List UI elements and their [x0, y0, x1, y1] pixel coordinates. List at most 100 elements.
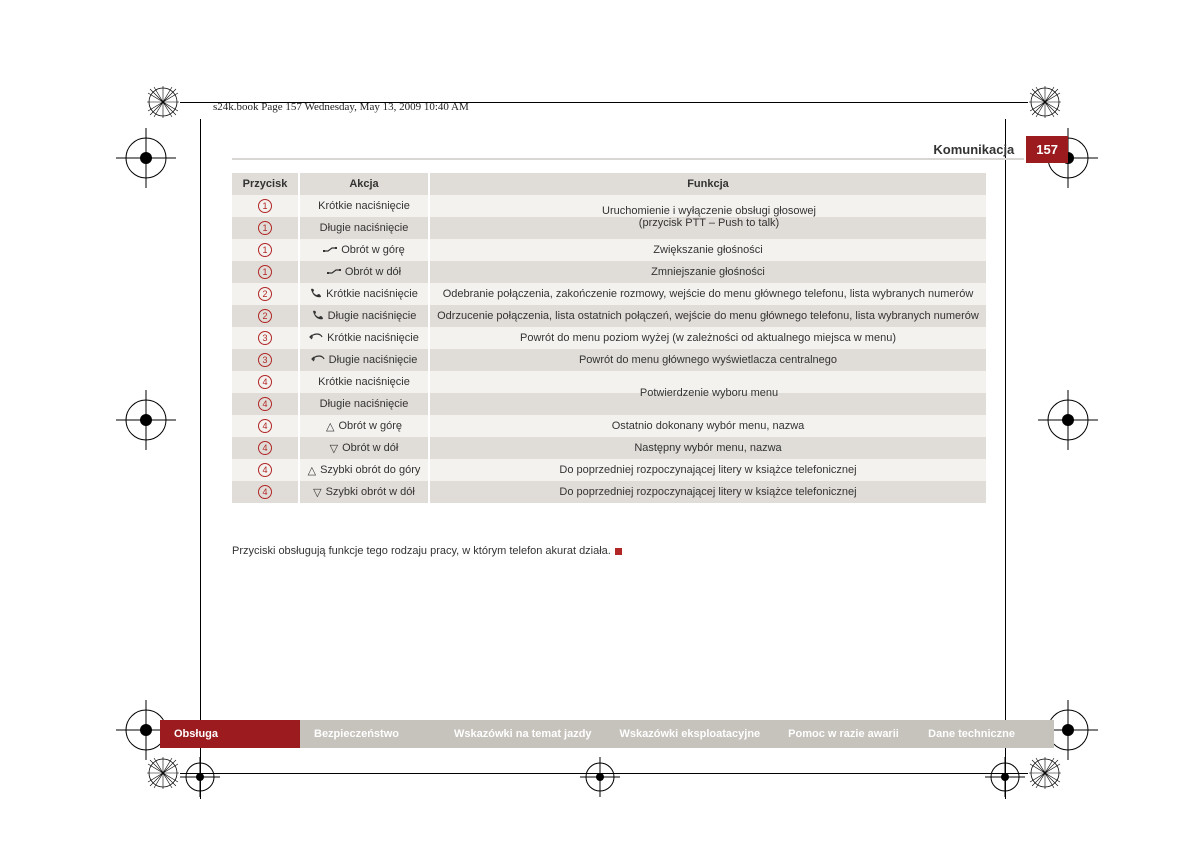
table-cell-func: Następny wybór menu, nazwa — [430, 437, 988, 459]
table-cell-action: △ Obrót w górę — [300, 415, 430, 437]
button-number-icon: 2 — [258, 309, 272, 323]
book-meta: s24k.book Page 157 Wednesday, May 13, 20… — [213, 101, 469, 113]
down-icon: ▽ — [330, 442, 338, 455]
footer-tab[interactable]: Dane techniczne — [914, 720, 1054, 748]
button-number-icon: 1 — [258, 199, 272, 213]
table-cell-btn: 4 — [232, 459, 300, 481]
register-mark — [1038, 390, 1098, 450]
table-row: 3 Krótkie naciśnięciePowrót do menu pozi… — [232, 327, 988, 349]
footnote-label: Przyciski obsługują funkcje tego rodzaju… — [232, 545, 611, 557]
table-cell-btn: 4 — [232, 415, 300, 437]
table-cell-action: Długie naciśnięcie — [300, 393, 430, 415]
table-cell-func-merged: Uruchomienie i wyłączenie obsługi głosow… — [430, 195, 988, 239]
button-number-icon: 3 — [258, 331, 272, 345]
button-number-icon: 4 — [258, 419, 272, 433]
table-cell-btn: 4 — [232, 437, 300, 459]
table-cell-action: △ Szybki obrót do góry — [300, 459, 430, 481]
table-cell-func: Powrót do menu głównego wyświetlacza cen… — [430, 349, 988, 371]
table-cell-btn: 1 — [232, 195, 300, 217]
back-icon — [309, 332, 323, 344]
table-cell-btn: 3 — [232, 327, 300, 349]
table-cell-action: Długie naciśnięcie — [300, 217, 430, 239]
table-row: 4 ▽ Obrót w dółNastępny wybór menu, nazwa — [232, 437, 988, 459]
table-cell-func: Odrzucenie połączenia, lista ostatnich p… — [430, 305, 988, 327]
table-row: 1 Obrót w dółZmniejszanie głośności — [232, 261, 988, 283]
vol-icon — [327, 266, 341, 278]
table-cell-func: Zmniejszanie głośności — [430, 261, 988, 283]
crop-mark-small — [146, 85, 180, 119]
footnote-text: Przyciski obsługują funkcje tego rodzaju… — [232, 545, 622, 557]
table-cell-action: ▽ Szybki obrót w dół — [300, 481, 430, 503]
button-number-icon: 4 — [258, 463, 272, 477]
button-number-icon: 4 — [258, 375, 272, 389]
table-cell-action: Obrót w górę — [300, 239, 430, 261]
crop-mark-small — [146, 756, 180, 790]
table-cell-btn: 4 — [232, 481, 300, 503]
section-underline — [232, 158, 1024, 160]
table-cell-action: Długie naciśnięcie — [300, 349, 430, 371]
table-cell-btn: 2 — [232, 283, 300, 305]
table-cell-func-merged: Potwierdzenie wyboru menu — [430, 371, 988, 415]
phone-icon — [312, 310, 324, 323]
table-row: 1 Obrót w góręZwiększanie głośności — [232, 239, 988, 261]
register-mark — [580, 757, 620, 797]
button-number-icon: 4 — [258, 441, 272, 455]
register-mark — [116, 128, 176, 188]
page-number: 157 — [1026, 136, 1068, 163]
up-icon: △ — [326, 420, 334, 433]
controls-table: PrzyciskAkcjaFunkcja1Krótkie naciśnięcie… — [232, 173, 988, 503]
down-icon: ▽ — [313, 486, 321, 499]
table-cell-btn: 1 — [232, 239, 300, 261]
table-header: Funkcja — [430, 173, 988, 195]
crop-mark-small — [1028, 756, 1062, 790]
table-cell-func: Do poprzedniej rozpoczynającej litery w … — [430, 481, 988, 503]
button-number-icon: 1 — [258, 243, 272, 257]
crop-rule-v — [1005, 119, 1006, 799]
table-cell-action: Obrót w dół — [300, 261, 430, 283]
table-header: Akcja — [300, 173, 430, 195]
button-number-icon: 1 — [258, 265, 272, 279]
table-cell-action: ▽ Obrót w dół — [300, 437, 430, 459]
back-icon — [311, 354, 325, 366]
table-cell-action: Krótkie naciśnięcie — [300, 371, 430, 393]
vol-icon — [323, 244, 337, 256]
phone-icon — [310, 288, 322, 301]
table-cell-func: Odebranie połączenia, zakończenie rozmow… — [430, 283, 988, 305]
table-cell-action: Długie naciśnięcie — [300, 305, 430, 327]
crop-mark-small — [1028, 85, 1062, 119]
button-number-icon: 3 — [258, 353, 272, 367]
table-row: 3 Długie naciśnięciePowrót do menu główn… — [232, 349, 988, 371]
crop-rule-v — [200, 119, 201, 799]
table-row: 2 Krótkie naciśnięcieOdebranie połączeni… — [232, 283, 988, 305]
end-square-icon — [615, 548, 622, 555]
register-mark — [116, 390, 176, 450]
table-cell-btn: 3 — [232, 349, 300, 371]
table-cell-action: Krótkie naciśnięcie — [300, 327, 430, 349]
table-cell-func: Zwiększanie głośności — [430, 239, 988, 261]
button-number-icon: 4 — [258, 485, 272, 499]
table-cell-action: Krótkie naciśnięcie — [300, 283, 430, 305]
table-cell-func: Powrót do menu poziom wyżej (w zależnośc… — [430, 327, 988, 349]
table-header: Przycisk — [232, 173, 300, 195]
table-cell-action: Krótkie naciśnięcie — [300, 195, 430, 217]
footer-tab[interactable]: Bezpieczeństwo — [300, 720, 440, 748]
table-cell-btn: 1 — [232, 261, 300, 283]
table-cell-btn: 4 — [232, 371, 300, 393]
table-row: 4 △ Szybki obrót do góryDo poprzedniej ro… — [232, 459, 988, 481]
table-row: 4 △ Obrót w góręOstatnio dokonany wybór m… — [232, 415, 988, 437]
footer-tabs: ObsługaBezpieczeństwoWskazówki na temat … — [160, 720, 1054, 748]
table-row: 4 ▽ Szybki obrót w dółDo poprzedniej rozp… — [232, 481, 988, 503]
footer-tab[interactable]: Obsługa — [160, 720, 300, 748]
footer-tab[interactable]: Wskazówki eksploatacyjne — [606, 720, 775, 748]
footer-tab[interactable]: Wskazówki na temat jazdy — [440, 720, 606, 748]
table-cell-btn: 2 — [232, 305, 300, 327]
table-cell-btn: 1 — [232, 217, 300, 239]
section-title: Komunikacja — [933, 142, 1014, 157]
table-row: 2 Długie naciśnięcieOdrzucenie połączeni… — [232, 305, 988, 327]
table-cell-btn: 4 — [232, 393, 300, 415]
up-icon: △ — [308, 464, 316, 477]
table-cell-func: Ostatnio dokonany wybór menu, nazwa — [430, 415, 988, 437]
footer-tab[interactable]: Pomoc w razie awarii — [774, 720, 914, 748]
button-number-icon: 2 — [258, 287, 272, 301]
table-cell-func: Do poprzedniej rozpoczynającej litery w … — [430, 459, 988, 481]
